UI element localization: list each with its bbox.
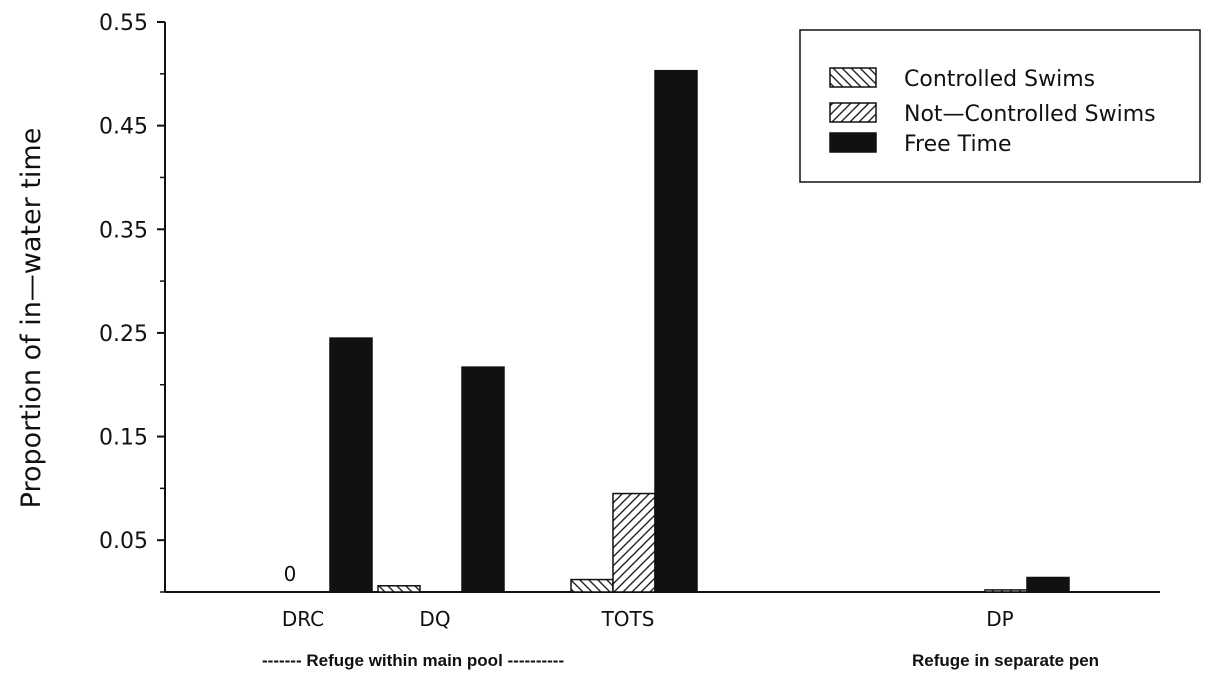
- x-category-label: DRC: [282, 607, 324, 631]
- bar-controlled-swims-dq: [377, 585, 421, 593]
- y-tick-label: 0.35: [99, 218, 148, 243]
- bar-free-time-dq: [461, 366, 505, 593]
- y-tick-label: 0.55: [99, 11, 148, 36]
- bar-not-controlled-swims-dp: [984, 589, 1028, 593]
- group-label-separate-pen: Refuge in separate pen: [912, 651, 1099, 670]
- bars: [329, 69, 1070, 593]
- bar-controlled-swims-tots: [570, 578, 614, 593]
- group-label-main-pool: ------- Refuge within main pool --------…: [262, 651, 564, 670]
- y-axis: 0.55 0.45 0.35 0.25 0.15 0.05: [99, 11, 166, 593]
- legend-swatch-free-time: [829, 132, 877, 153]
- annotation-zero: 0: [284, 562, 297, 586]
- legend-label-not-controlled: Not—Controlled Swims: [904, 102, 1156, 127]
- y-tick-label: 0.05: [99, 529, 148, 554]
- x-category-label: TOTS: [601, 607, 655, 631]
- y-tick-label: 0.15: [99, 426, 148, 451]
- y-tick-label: 0.25: [99, 322, 148, 347]
- x-axis: DRC DQ TOTS DP: [165, 591, 1160, 631]
- legend-swatch-controlled: [829, 67, 877, 88]
- bar-free-time-tots: [654, 69, 698, 593]
- x-category-label: DP: [986, 607, 1013, 631]
- bar-free-time-dp: [1026, 576, 1070, 593]
- legend-label-free-time: Free Time: [904, 132, 1012, 157]
- x-category-label: DQ: [419, 607, 450, 631]
- legend-swatch-not-controlled: [829, 102, 877, 123]
- legend-label-controlled: Controlled Swims: [904, 67, 1095, 92]
- y-axis-label: Proportion of in—water time: [16, 128, 47, 509]
- bar-free-time-drc: [329, 337, 373, 593]
- y-tick-label: 0.45: [99, 115, 148, 140]
- bar-not-controlled-swims-tots: [612, 492, 656, 593]
- legend: Controlled Swims Not—Controlled Swims Fr…: [799, 29, 1201, 183]
